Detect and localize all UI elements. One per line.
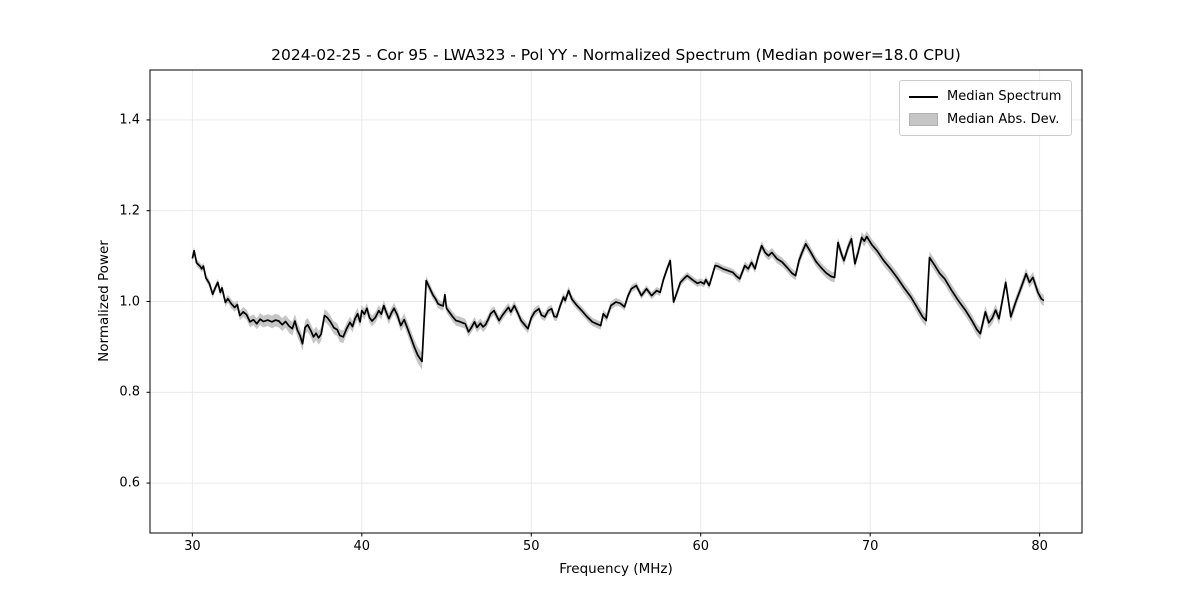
y-tick-label: 1.0 [119,294,140,309]
x-tick-label: 70 [861,539,879,554]
legend-label: Median Abs. Dev. [947,112,1060,127]
x-axis-label: Frequency (MHz) [559,561,673,577]
legend-label: Median Spectrum [947,89,1062,104]
legend: Median Spectrum Median Abs. Dev. [899,80,1073,136]
legend-item-median-spectrum: Median Spectrum [909,88,1061,105]
x-tick-label: 40 [353,539,371,554]
y-tick-label: 0.8 [119,384,140,400]
mad-band [192,231,1044,370]
y-tick-label: 1.2 [119,203,140,219]
y-tick-label: 0.6 [119,475,140,491]
x-tick-label: 50 [522,539,540,554]
chart-title: 2024-02-25 - Cor 95 - LWA323 - Pol YY - … [271,46,961,64]
legend-item-median-abs-dev: Median Abs. Dev. [909,111,1061,128]
x-tick-label: 80 [1031,539,1048,554]
x-tick-label: 60 [692,539,709,554]
y-tick-label: 1.4 [119,112,140,128]
median-abs-dev-patch-swatch [909,113,938,126]
median-spectrum-line-swatch [909,95,938,98]
median-spectrum-line [191,235,1045,363]
x-tick-label: 30 [184,539,201,554]
